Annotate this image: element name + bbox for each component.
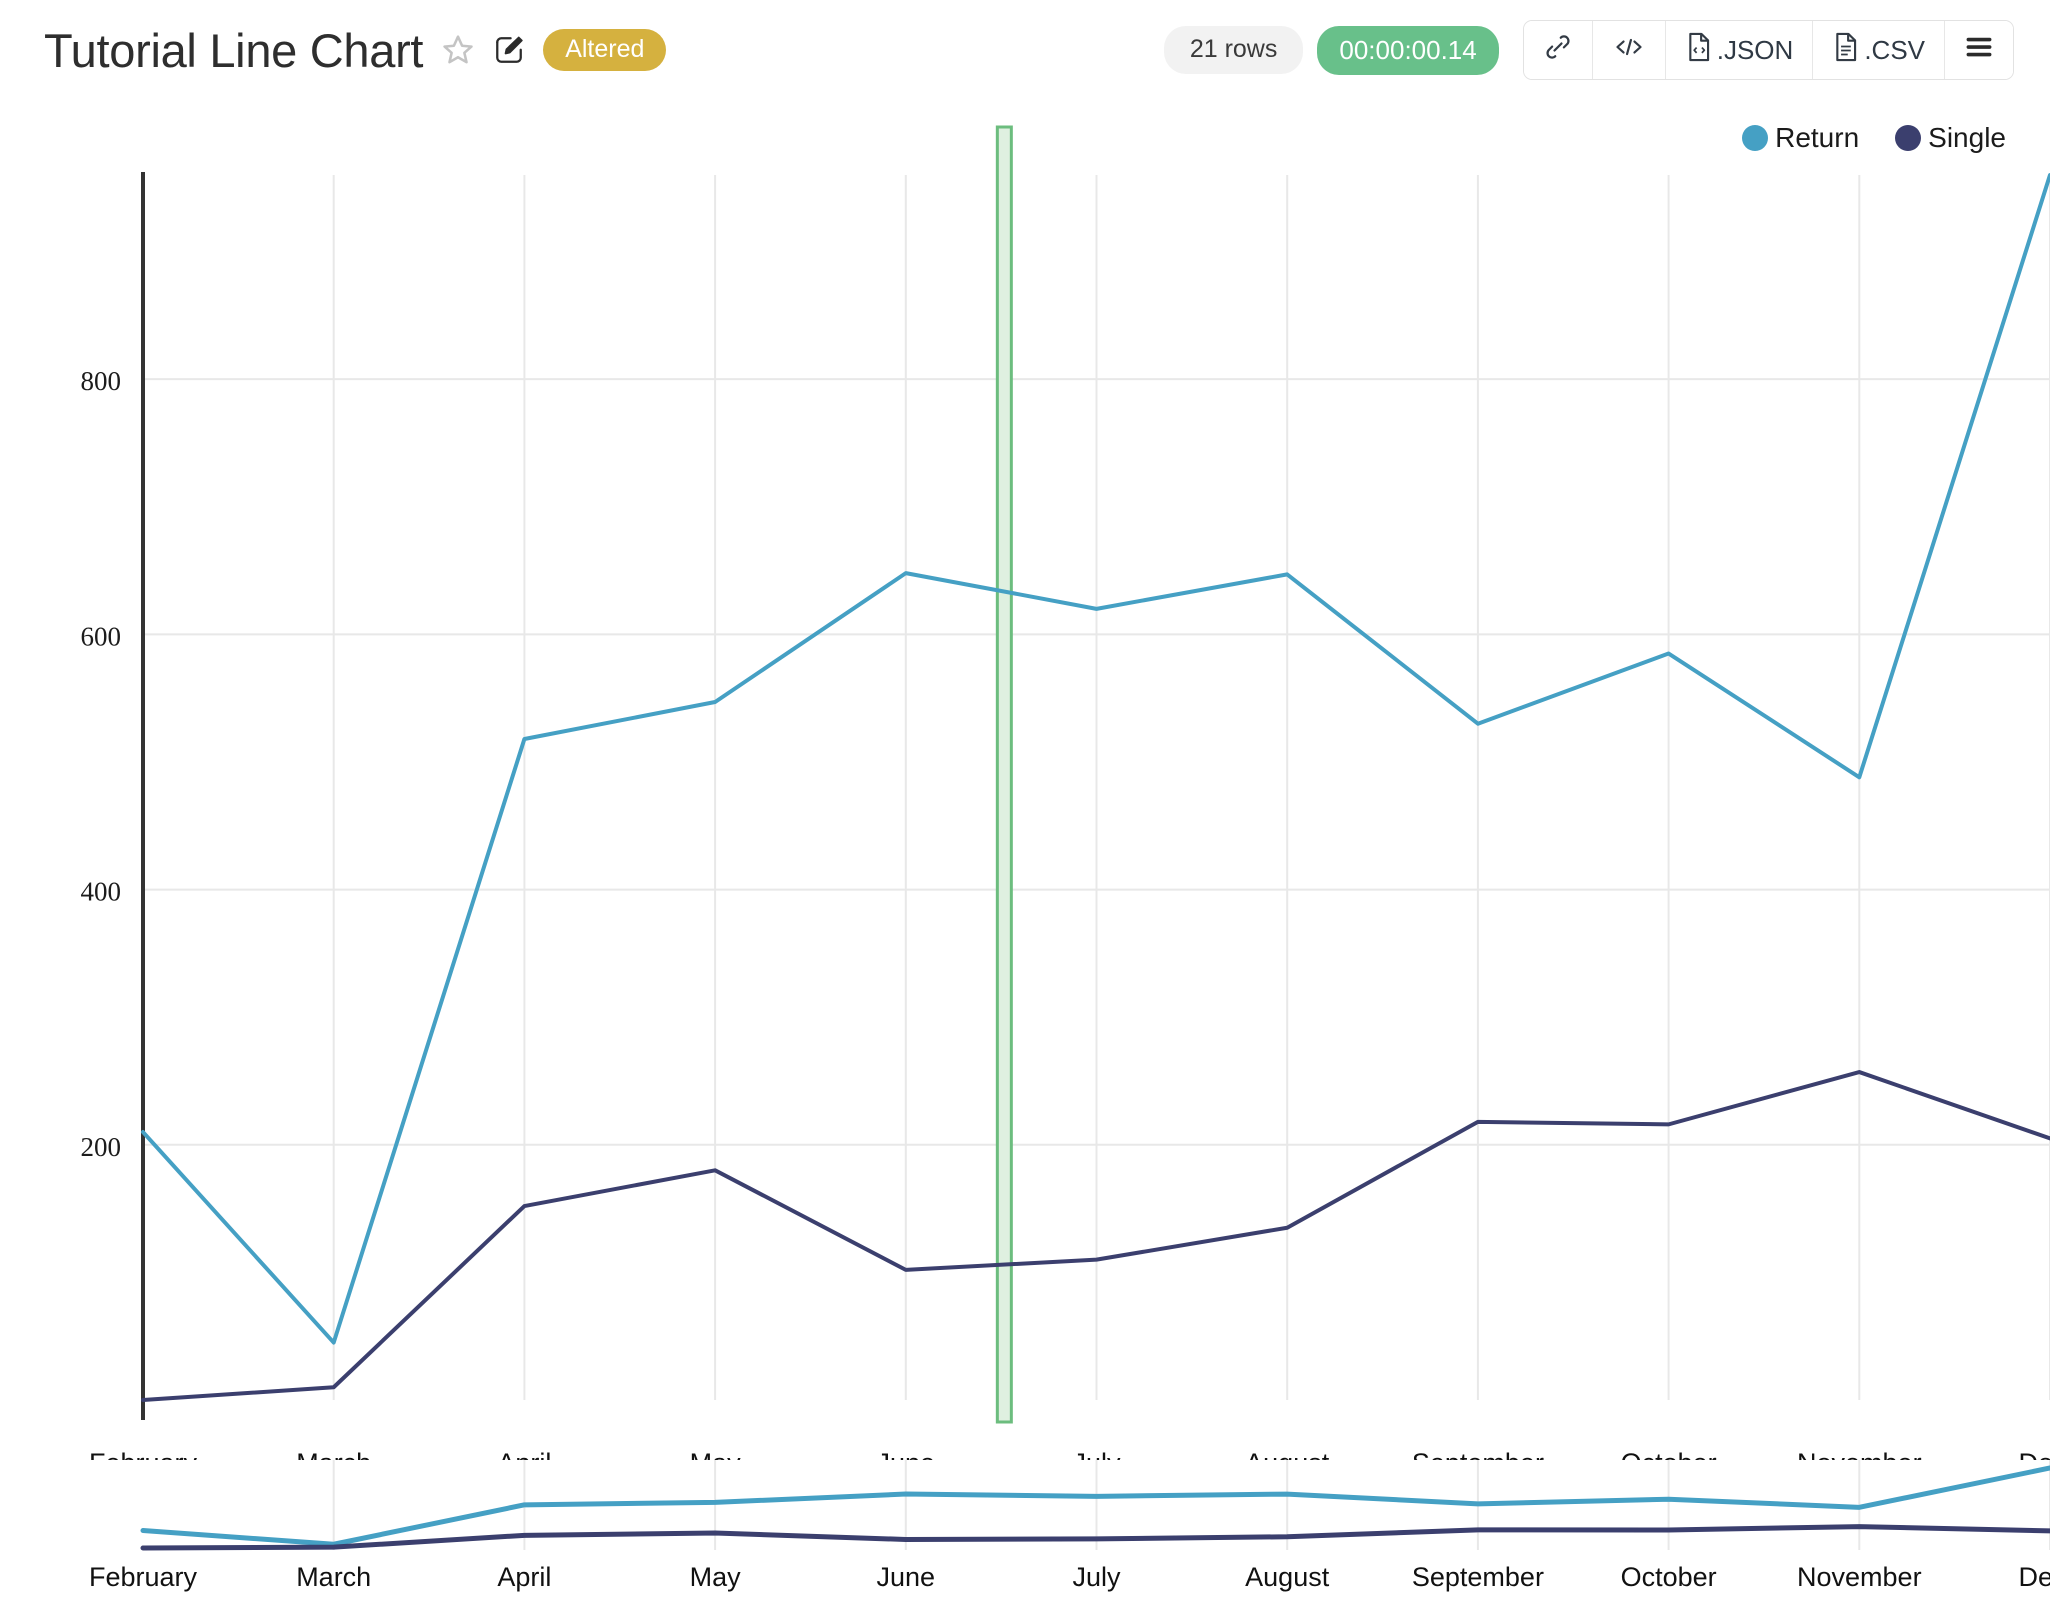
overview-x-tick-label: August	[1245, 1562, 1330, 1592]
overview-x-tick-label: May	[690, 1562, 742, 1592]
json-export-button[interactable]: .JSON	[1665, 21, 1814, 79]
series-line-return[interactable]	[141, 173, 2050, 1345]
legend-item-return[interactable]: Return	[1742, 122, 1859, 154]
overview-x-tick-label: July	[1072, 1562, 1121, 1592]
csv-export-label: .CSV	[1864, 34, 1925, 65]
x-tick-label: June	[877, 1448, 936, 1460]
overview-series-line-return[interactable]	[140, 1465, 2050, 1547]
toolbar-button-group: .JSON .CSV	[1522, 20, 2014, 80]
x-tick-label: August	[1245, 1448, 1330, 1460]
x-tick-label: October	[1621, 1448, 1717, 1460]
menu-icon	[1964, 34, 1994, 67]
overview-x-tick-label: November	[1797, 1562, 1922, 1592]
main-chart: Return Single 200 400 600 800 February March A…	[0, 100, 2050, 1460]
row-count-badge: 21 rows	[1163, 26, 1304, 74]
overview-x-tick-label: Dece	[2018, 1562, 2050, 1592]
overview-chart[interactable]: February March April May June July August Septe…	[0, 1460, 2050, 1598]
y-tick-label: 200	[81, 1132, 122, 1162]
overview-plot-area[interactable]: February March April May June July August Septe…	[0, 1460, 2050, 1598]
csv-export-button[interactable]: .CSV	[1813, 21, 1945, 79]
page-title: Tutorial Line Chart	[44, 23, 424, 77]
legend-swatch-single	[1895, 125, 1922, 151]
x-tick-label: November	[1797, 1448, 1922, 1460]
overview-x-tick-label: September	[1412, 1562, 1544, 1592]
legend-label-return: Return	[1775, 122, 1860, 153]
x-tick-label: Dece	[2018, 1448, 2050, 1460]
link-icon	[1543, 32, 1573, 69]
x-tick-label: April	[497, 1448, 551, 1460]
y-tick-label: 800	[81, 366, 122, 396]
status-badge: Altered	[543, 29, 667, 71]
x-tick-label: March	[296, 1448, 371, 1460]
overview-series-line-single[interactable]	[140, 1524, 2050, 1551]
series-line-single[interactable]	[141, 1070, 2050, 1402]
chart-legend: Return Single	[1742, 122, 2006, 154]
app-header: Tutorial Line Chart Altered 21 rows 00:0…	[0, 0, 2050, 100]
star-icon[interactable]	[441, 33, 475, 67]
y-tick-label: 400	[81, 877, 122, 907]
overview-x-tick-label: March	[296, 1562, 371, 1592]
json-export-label: .JSON	[1716, 34, 1794, 65]
x-tick-label: May	[690, 1448, 742, 1460]
x-tick-label: February	[89, 1448, 198, 1460]
overview-x-tick-label: October	[1621, 1562, 1717, 1592]
link-button[interactable]	[1523, 21, 1593, 79]
legend-swatch-return	[1742, 125, 1769, 151]
edit-pencil-icon[interactable]	[493, 34, 525, 66]
header-toolbar: 21 rows 00:00:00.14	[1163, 20, 2014, 80]
code-button[interactable]	[1592, 21, 1666, 79]
code-icon	[1612, 32, 1646, 69]
x-tick-label: September	[1412, 1448, 1544, 1460]
title-group: Tutorial Line Chart Altered	[44, 23, 667, 78]
plot-area[interactable]: 200 400 600 800 February March April May June Jul…	[0, 100, 2050, 1460]
legend-item-single[interactable]: Single	[1895, 122, 2006, 154]
selection-band[interactable]	[995, 125, 1013, 1424]
legend-label-single: Single	[1928, 122, 2006, 153]
overview-x-tick-label: June	[877, 1562, 936, 1592]
csv-file-icon	[1832, 31, 1860, 70]
menu-button[interactable]	[1945, 21, 2013, 79]
overview-x-tick-label: April	[497, 1562, 551, 1592]
overview-x-tick-label: February	[89, 1562, 198, 1592]
execution-timer-badge: 00:00:00.14	[1317, 25, 1499, 75]
x-tick-label: July	[1072, 1448, 1121, 1460]
y-tick-label: 600	[81, 621, 122, 651]
json-file-icon	[1685, 31, 1713, 70]
